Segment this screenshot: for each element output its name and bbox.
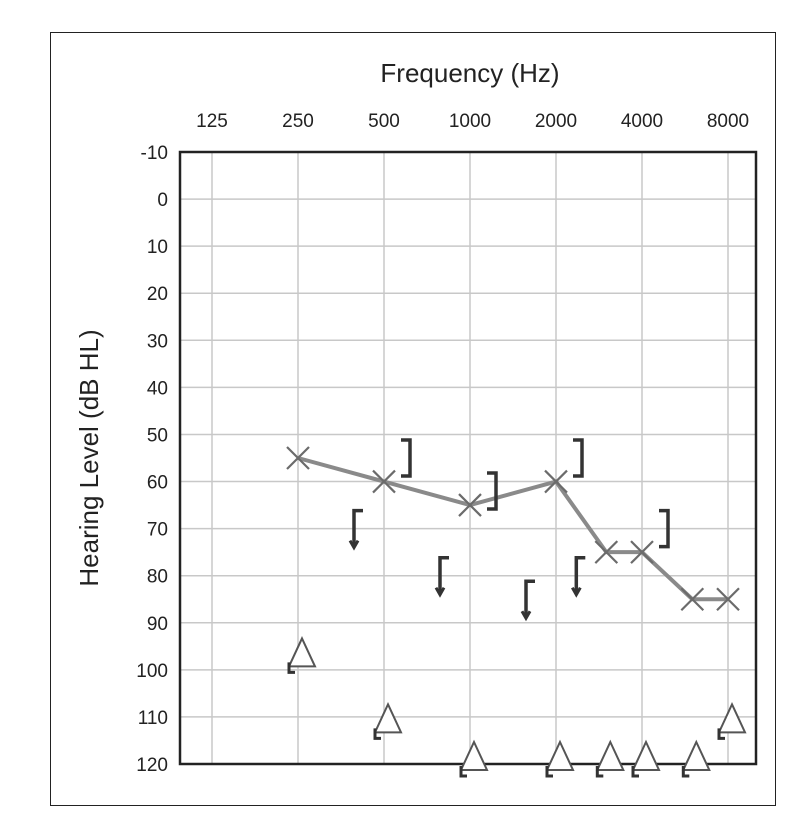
no-response-arrow bbox=[434, 586, 446, 598]
x-marker-stroke bbox=[630, 540, 654, 564]
right-bracket-marker bbox=[659, 508, 670, 549]
x-marker-stroke bbox=[544, 469, 568, 494]
no-response-arrow bbox=[595, 766, 604, 778]
x-marker-stroke bbox=[594, 540, 619, 564]
x-marker bbox=[594, 540, 619, 564]
no-response-arrow bbox=[348, 539, 360, 551]
x-tick-label: 1000 bbox=[449, 111, 491, 132]
x-marker-stroke bbox=[716, 587, 740, 612]
data-series bbox=[286, 438, 747, 778]
left-bracket-marker bbox=[434, 555, 449, 598]
y-tick-label: 30 bbox=[147, 331, 168, 352]
right-bracket-marker bbox=[401, 438, 412, 478]
series-2 bbox=[348, 508, 586, 622]
y-tick-label: 120 bbox=[136, 755, 168, 776]
series-0 bbox=[286, 446, 740, 612]
x-marker-stroke bbox=[372, 469, 396, 494]
x-marker-stroke bbox=[286, 446, 310, 470]
x-marker bbox=[680, 587, 705, 612]
no-response-arrow bbox=[373, 728, 381, 740]
left-bracket-marker bbox=[571, 555, 586, 598]
left-bracket-marker bbox=[348, 508, 363, 551]
y-axis-title: Hearing Level (dB HL) bbox=[74, 329, 104, 586]
y-tick-label: 90 bbox=[147, 614, 168, 635]
chart-frame bbox=[50, 32, 776, 806]
no-response-arrow bbox=[520, 610, 532, 622]
x-marker bbox=[630, 540, 654, 564]
no-response-arrow bbox=[545, 766, 553, 778]
triangle-marker bbox=[717, 701, 747, 740]
no-response-arrow bbox=[459, 766, 467, 778]
triangle-shape bbox=[373, 701, 403, 734]
triangle-shape bbox=[545, 739, 575, 771]
triangle-shape bbox=[631, 739, 661, 771]
no-response-arrow bbox=[571, 586, 582, 598]
y-tick-label: 50 bbox=[147, 425, 168, 446]
x-marker bbox=[544, 469, 568, 494]
y-tick-label: 80 bbox=[147, 567, 168, 588]
left-bracket-marker bbox=[520, 579, 535, 622]
no-response-arrow bbox=[631, 766, 639, 778]
triangle-marker bbox=[545, 739, 575, 778]
x-tick-label: 4000 bbox=[621, 111, 663, 132]
no-response-arrow bbox=[287, 662, 295, 674]
x-marker bbox=[286, 446, 310, 470]
triangle-marker bbox=[631, 739, 661, 778]
triangle-shape bbox=[717, 701, 747, 734]
x-marker bbox=[716, 587, 740, 612]
tick-labels: -10 0 10 20 30 40 50 60 70 80 90 100 110 120 125 250 500… bbox=[136, 111, 749, 776]
triangle-shape bbox=[459, 739, 489, 771]
no-response-arrow bbox=[681, 766, 690, 778]
triangle-shape bbox=[595, 739, 625, 771]
x-marker bbox=[458, 493, 482, 517]
triangle-marker bbox=[595, 739, 625, 778]
grid-lines bbox=[180, 151, 756, 765]
y-tick-label: 110 bbox=[138, 708, 168, 729]
y-tick-label: 100 bbox=[136, 661, 168, 682]
triangle-shape bbox=[287, 636, 317, 668]
x-tick-label: 500 bbox=[368, 111, 400, 132]
y-tick-label: 20 bbox=[147, 284, 168, 305]
series-3 bbox=[287, 636, 747, 778]
y-tick-label: 70 bbox=[147, 520, 168, 541]
x-marker-stroke bbox=[458, 493, 482, 517]
x-marker-stroke bbox=[680, 587, 705, 612]
left-bracket-stroke bbox=[524, 579, 535, 618]
right-bracket-marker bbox=[573, 438, 584, 478]
y-tick-label: -10 bbox=[141, 143, 168, 164]
x-tick-label: 2000 bbox=[535, 111, 577, 132]
x-marker bbox=[372, 469, 396, 494]
no-response-arrow bbox=[717, 728, 725, 740]
left-bracket-stroke bbox=[574, 555, 586, 594]
y-tick-label: 10 bbox=[147, 237, 168, 258]
right-bracket-marker bbox=[487, 471, 498, 511]
left-bracket-stroke bbox=[438, 555, 449, 594]
left-bracket-stroke bbox=[352, 508, 363, 547]
triangle-marker bbox=[287, 636, 317, 674]
y-tick-label: 40 bbox=[147, 378, 168, 399]
x-tick-label: 250 bbox=[282, 111, 314, 132]
y-tick-label: 60 bbox=[147, 473, 168, 494]
x-tick-label: 8000 bbox=[707, 111, 749, 132]
triangle-marker bbox=[681, 739, 711, 778]
y-tick-label: 0 bbox=[157, 190, 168, 211]
triangle-marker bbox=[459, 739, 489, 778]
triangle-marker bbox=[373, 701, 403, 740]
plot-area bbox=[178, 150, 758, 766]
x-axis-title: Frequency (Hz) bbox=[380, 58, 559, 88]
triangle-shape bbox=[681, 739, 711, 771]
series-1 bbox=[401, 438, 670, 549]
x-tick-label: 125 bbox=[196, 111, 228, 132]
